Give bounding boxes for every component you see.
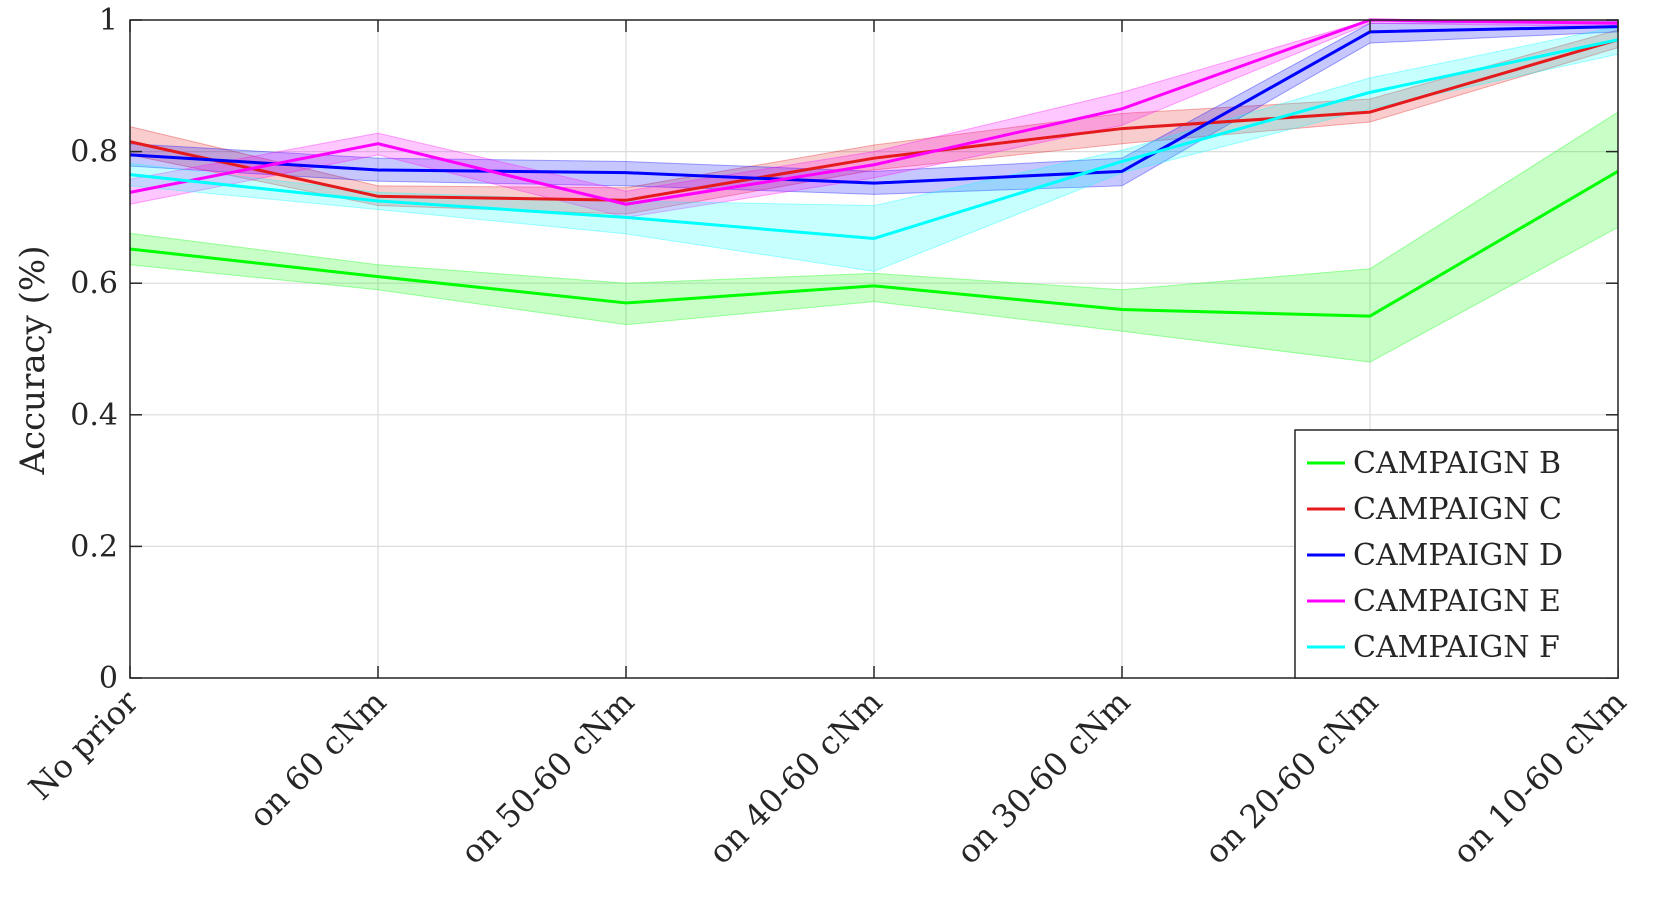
legend-label-campaign-f: CAMPAIGN F (1353, 630, 1560, 665)
y-tick-label: 0.6 (70, 266, 118, 301)
campaign-b-line (129, 170, 1619, 318)
x-tick-label: on 50-60 cNm (453, 683, 642, 872)
y-tick-label: 1 (99, 3, 118, 38)
campaign-c-line (129, 38, 1619, 202)
legend-box (1294, 429, 1619, 679)
legend-label-campaign-d: CAMPAIGN D (1353, 538, 1563, 573)
x-tick-label: on 20-60 cNm (1197, 683, 1386, 872)
y-axis-label: Accuracy (%) (13, 246, 53, 476)
y-tick-label: 0.8 (70, 135, 118, 170)
y-tick-labels: 0 0.2 0.4 0.6 0.8 1 (70, 3, 118, 696)
x-tick-label: on 30-60 cNm (949, 683, 1138, 872)
legend-label-campaign-c: CAMPAIGN C (1353, 492, 1562, 527)
x-tick-label: on 60 cNm (241, 683, 393, 835)
legend-label-campaign-b: CAMPAIGN B (1353, 446, 1561, 481)
x-tick-label: on 10-60 cNm (1445, 683, 1634, 872)
y-tick-label: 0.4 (70, 398, 118, 433)
x-tick-label: on 40-60 cNm (701, 683, 890, 872)
campaign-f-line (129, 38, 1619, 240)
x-tick-labels: No prior on 60 cNm on 50-60 cNm on 40-60 cN… (21, 682, 1633, 871)
y-tick-label: 0.2 (70, 529, 118, 564)
legend: CAMPAIGN B CAMPAIGN C CAMPAIGN D CAMPAIGN E… (1294, 429, 1619, 679)
legend-label-campaign-e: CAMPAIGN E (1353, 584, 1561, 619)
x-tick-label: No prior (21, 682, 146, 807)
y-tick-label: 0 (99, 661, 118, 696)
